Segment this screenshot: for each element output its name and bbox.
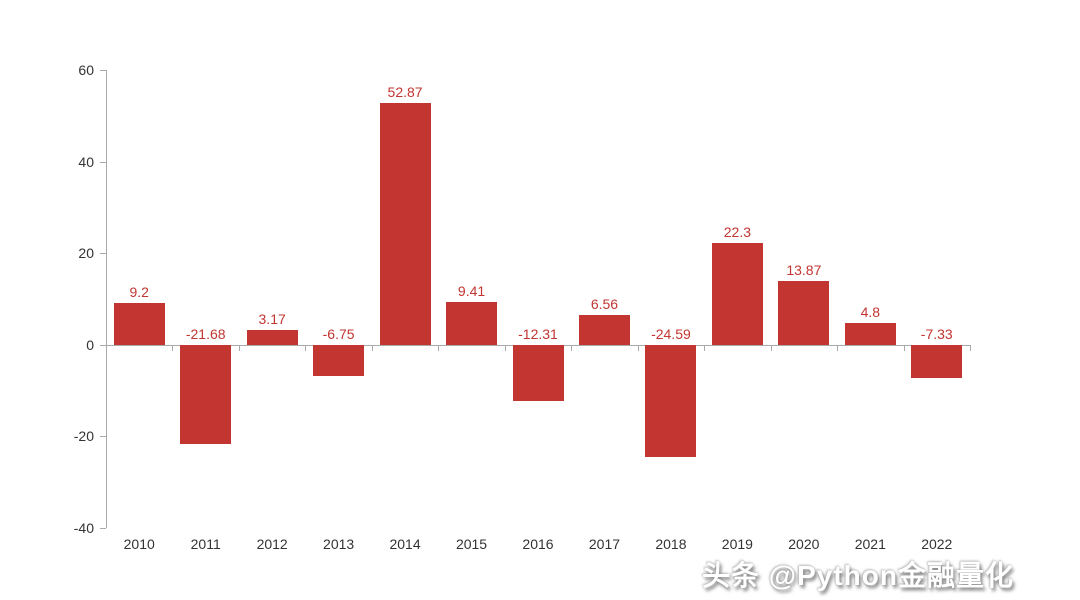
x-axis-tick-label: 2016 xyxy=(522,536,554,552)
x-axis-tick xyxy=(970,344,971,351)
bar-value-label: 9.41 xyxy=(457,282,486,299)
bar-value-label: -12.31 xyxy=(518,325,558,342)
y-axis-tick xyxy=(100,70,106,71)
bar xyxy=(180,344,232,445)
x-axis-tick-label: 2011 xyxy=(190,536,221,552)
bar-value-label: 6.56 xyxy=(590,295,619,312)
bar xyxy=(246,330,298,345)
bar-value-label: 52.87 xyxy=(387,83,423,100)
bar xyxy=(645,344,697,458)
x-axis-tick-label: 2019 xyxy=(721,536,753,552)
y-axis-line xyxy=(106,70,107,528)
x-axis-tick xyxy=(305,344,307,351)
watermark: 头条 @Python金融量化 xyxy=(702,554,1014,594)
x-axis-tick-label: 2013 xyxy=(323,536,355,552)
bar xyxy=(379,102,431,345)
x-axis-tick-label: 2021 xyxy=(854,536,886,552)
y-axis-tick-label: -20 xyxy=(73,428,94,445)
bar-value-label: -21.68 xyxy=(185,325,226,342)
x-axis-tick xyxy=(504,344,506,351)
y-axis-tick-label: 60 xyxy=(78,62,94,78)
x-axis-tick xyxy=(837,344,839,351)
bar-value-label: -24.59 xyxy=(651,325,691,342)
x-axis-tick xyxy=(637,344,639,351)
bar xyxy=(778,281,830,345)
bar xyxy=(844,322,896,345)
x-axis-tick-label: 2020 xyxy=(788,536,820,552)
x-axis-tick-label: 2022 xyxy=(921,536,953,552)
x-axis-tick-label: 2017 xyxy=(588,536,621,552)
x-axis-tick-label: 2018 xyxy=(655,536,687,552)
y-axis-tick xyxy=(100,436,106,438)
x-axis-tick-label: 2012 xyxy=(256,536,288,552)
x-axis-tick xyxy=(438,344,440,351)
x-axis-tick-label: 2015 xyxy=(455,536,488,552)
x-axis-tick xyxy=(172,344,174,351)
x-axis-tick xyxy=(704,344,706,351)
x-axis-tick xyxy=(238,344,240,351)
x-axis-tick xyxy=(571,344,573,351)
bar xyxy=(446,301,498,345)
bar xyxy=(113,302,165,345)
bar xyxy=(512,344,564,402)
y-axis-tick xyxy=(100,528,106,529)
x-axis-tick xyxy=(770,344,772,351)
y-axis-tick xyxy=(100,161,106,163)
y-axis-tick-label: 0 xyxy=(86,336,94,353)
watermark-text: 头条 @Python金融量化 xyxy=(702,560,1014,591)
y-axis-tick-label: 40 xyxy=(78,153,94,170)
bar xyxy=(313,344,365,376)
bar-value-label: 13.87 xyxy=(786,262,822,279)
bar xyxy=(578,314,630,345)
y-axis-tick xyxy=(100,253,106,255)
bar-value-label: 22.3 xyxy=(723,223,751,240)
bar-value-label: -7.33 xyxy=(920,325,953,342)
y-axis-tick-label: -40 xyxy=(73,520,94,536)
bar-value-label: 4.8 xyxy=(860,303,881,320)
y-axis-tick-label: 20 xyxy=(78,245,94,262)
bar xyxy=(911,344,963,379)
bar-value-label: 3.17 xyxy=(258,311,286,328)
bar-value-label: -6.75 xyxy=(322,325,355,342)
x-axis-tick xyxy=(903,344,905,351)
y-axis-tick xyxy=(100,344,106,346)
bar-value-label: 9.2 xyxy=(129,283,149,300)
x-axis-tick-label: 2010 xyxy=(123,536,155,552)
x-axis-tick-label: 2014 xyxy=(389,536,421,552)
x-axis-tick xyxy=(371,344,373,351)
bar xyxy=(711,242,763,345)
x-axis-tick xyxy=(106,344,107,351)
